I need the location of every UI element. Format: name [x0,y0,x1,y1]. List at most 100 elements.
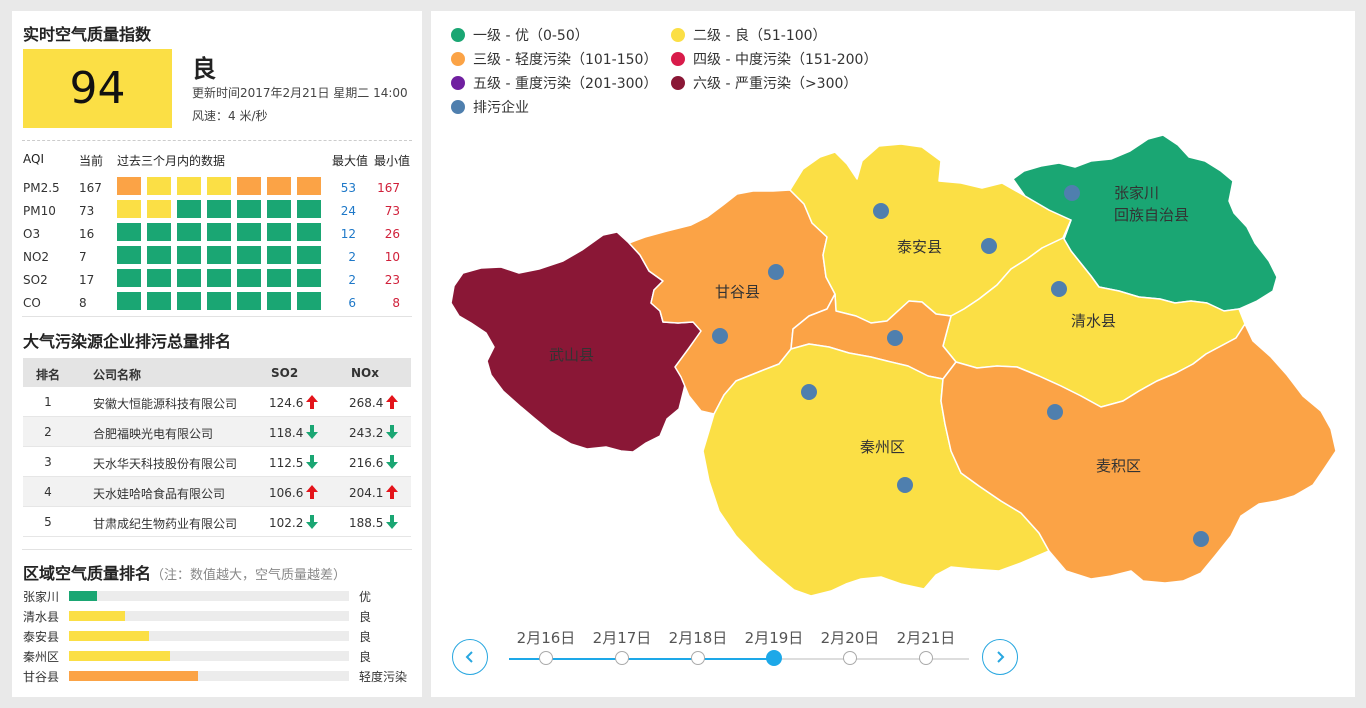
company-marker-icon[interactable] [981,238,997,254]
company-marker-icon[interactable] [712,328,728,344]
company-marker-icon[interactable] [873,203,889,219]
nox-value: 204.1 [349,485,399,500]
company-marker-icon[interactable] [897,477,913,493]
nox-value: 188.5 [349,515,399,530]
region-rank-row: 清水县 良 [23,608,413,624]
company-marker-icon[interactable] [801,384,817,400]
company-marker-icon[interactable] [1047,404,1063,420]
history-cell [207,246,231,264]
table-row[interactable]: 1 安徽大恒能源科技有限公司 124.6 268.4 [23,387,411,417]
region-bar-fill [69,671,198,681]
timeline-prev-button[interactable] [452,639,488,675]
timeline-node[interactable] [615,651,629,665]
so2-value: 112.5 [269,455,319,470]
region-rank-heading: 区域空气质量排名 [23,564,152,583]
history-cell [267,200,291,218]
pollutant-max: 24 [340,204,356,218]
legend-dot-icon [451,100,465,114]
nox-number: 268.4 [349,396,384,410]
map-region-maiji[interactable] [940,323,1337,584]
map-label-gangu: 甘谷县 [715,283,760,301]
col-history: 过去三个月内的数据 [117,154,226,168]
company-marker-icon[interactable] [1193,531,1209,547]
col-min: 最小值 [374,154,411,168]
legend-label: 一级 - 优（0-50） [473,28,589,44]
update-time: 更新时间2017年2月21日 星期二 14:00 [192,86,408,100]
history-cell [177,200,201,218]
legend-item[interactable]: 四级 - 中度污染（151-200） [671,49,877,69]
pollutant-max: 53 [340,181,356,195]
history-cell [117,292,141,310]
map-region-qinzhou[interactable] [702,343,1050,597]
history-cell [267,223,291,241]
legend-dot-icon [671,76,685,90]
legend-item[interactable]: 二级 - 良（51-100） [671,25,827,45]
pollutant-row: O3 16 12 26 [12,223,422,246]
timeline-node[interactable] [539,651,553,665]
region-name: 清水县 [23,610,60,624]
region-rank-row: 秦州区 良 [23,648,413,664]
pollutant-row: PM10 73 24 73 [12,200,422,223]
pollutant-history [117,246,321,264]
history-cell [177,292,201,310]
history-cell [177,223,201,241]
so2-number: 112.5 [269,456,304,470]
so2-value: 118.4 [269,425,319,440]
company-name: 天水娃哈哈食品有限公司 [93,487,226,501]
chevron-right-icon [997,651,1005,663]
arrow-down-icon [386,425,399,439]
map-label-qingshui: 清水县 [1071,312,1116,330]
legend-dot-icon [451,76,465,90]
company-dots [712,185,1209,547]
legend-item[interactable]: 排污企业 [451,97,529,117]
history-cell [237,200,261,218]
history-cell [147,200,171,218]
company-marker-icon[interactable] [1051,281,1067,297]
company-marker-icon[interactable] [1064,185,1080,201]
timeline-node[interactable] [843,651,857,665]
timeline-next-button[interactable] [982,639,1018,675]
table-row[interactable]: 3 天水华天科技股份有限公司 112.5 216.6 [23,447,411,477]
company-marker-icon[interactable] [887,330,903,346]
chevron-left-icon [465,651,473,663]
rank-index: 1 [44,395,52,409]
so2-value: 124.6 [269,395,319,410]
map-label-zhangjiachuan: 张家川 [1114,184,1159,202]
history-cell [177,177,201,195]
region-name: 张家川 [23,590,60,604]
timeline-node[interactable] [919,651,933,665]
table-row[interactable]: 5 甘肃成纪生物药业有限公司 102.2 188.5 [23,507,411,537]
pollutant-min: 10 [384,250,400,264]
pollutant-history [117,177,321,195]
pollutant-min: 26 [384,227,400,241]
pollutant-current: 167 [79,181,102,195]
pollutant-row: CO 8 6 8 [12,292,422,315]
region-level: 良 [359,630,372,644]
timeline-node[interactable] [691,651,705,665]
arrow-down-icon [306,425,319,439]
pollutant-name: PM10 [23,204,56,218]
legend-dot-icon [671,28,685,42]
rank-index: 5 [44,515,52,529]
company-marker-icon[interactable] [768,264,784,280]
legend-item[interactable]: 三级 - 轻度污染（101-150） [451,49,657,69]
pollutant-name: SO2 [23,273,48,287]
map-label-zhangjiachuan-line2: 回族自治县 [1114,206,1189,224]
legend-item[interactable]: 五级 - 重度污染（201-300） [451,73,657,93]
table-row[interactable]: 4 天水娃哈哈食品有限公司 106.6 204.1 [23,477,411,507]
company-name: 甘肃成纪生物药业有限公司 [93,517,238,531]
history-cell [117,246,141,264]
so2-number: 118.4 [269,426,304,440]
region-name: 甘谷县 [23,670,60,684]
legend-item[interactable]: 一级 - 优（0-50） [451,25,589,45]
pollutant-current: 17 [79,273,95,287]
arrow-up-icon [386,485,399,499]
timeline-node-active[interactable] [766,650,782,666]
region-level: 轻度污染 [359,670,408,684]
pollutant-name: O3 [23,227,41,241]
pollutant-history [117,200,321,218]
legend-dot-icon [451,52,465,66]
table-row[interactable]: 2 合肥福映光电有限公司 118.4 243.2 [23,417,411,447]
col-nox: NOx [351,366,379,380]
legend-item[interactable]: 六级 - 严重污染（>300） [671,73,857,93]
